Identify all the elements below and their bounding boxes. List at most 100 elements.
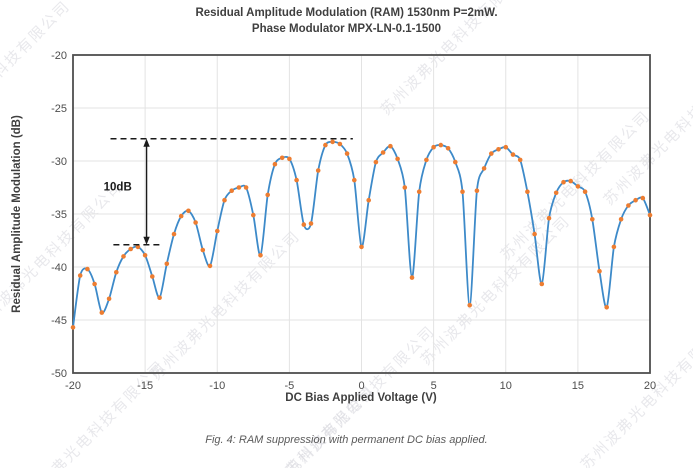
data-point-marker xyxy=(337,141,343,147)
data-point-marker xyxy=(308,221,314,226)
data-point-marker xyxy=(647,212,653,218)
x-tick-label: 0 xyxy=(358,380,364,392)
data-point-marker xyxy=(611,244,617,250)
data-point-marker xyxy=(164,261,170,267)
data-point-marker xyxy=(142,253,148,258)
data-point-marker xyxy=(525,189,530,194)
y-tick-label: -40 xyxy=(51,262,67,274)
data-point-marker xyxy=(70,325,76,330)
data-point-marker xyxy=(416,189,422,194)
data-point-marker xyxy=(92,281,97,287)
data-point-marker xyxy=(106,296,112,302)
data-point-marker xyxy=(243,185,249,190)
data-point-marker xyxy=(258,253,263,258)
data-point-marker xyxy=(532,231,537,237)
data-point-marker xyxy=(366,197,372,203)
chart-title-line1: Residual Amplitude Modulation (RAM) 1530… xyxy=(195,7,498,19)
data-point-marker xyxy=(373,159,379,165)
x-tick-label: -10 xyxy=(209,380,225,392)
data-point-marker xyxy=(178,213,184,219)
data-point-marker xyxy=(135,244,141,250)
data-point-marker xyxy=(633,197,638,203)
x-tick-label: -20 xyxy=(65,380,81,392)
data-point-marker xyxy=(200,247,206,253)
data-point-marker xyxy=(402,185,408,190)
data-point-marker xyxy=(618,217,624,222)
data-point-marker xyxy=(453,159,458,165)
data-point-marker xyxy=(272,161,278,167)
data-point-marker xyxy=(597,268,602,274)
data-point-marker xyxy=(323,142,328,148)
data-point-marker xyxy=(315,168,321,173)
figure-caption: Fig. 4: RAM suppression with permanent D… xyxy=(205,434,488,446)
data-point-marker xyxy=(229,188,234,193)
data-point-marker xyxy=(77,273,83,278)
data-point-marker xyxy=(236,185,242,190)
data-point-marker xyxy=(193,220,198,225)
data-point-marker xyxy=(467,302,473,308)
data-point-marker xyxy=(539,281,545,287)
data-point-marker xyxy=(207,263,213,269)
x-tick-label: 10 xyxy=(500,380,512,392)
data-point-marker xyxy=(590,217,595,222)
x-axis-label: DC Bias Applied Voltage (V) xyxy=(285,392,437,404)
data-point-marker xyxy=(121,254,126,259)
data-point-marker xyxy=(409,275,415,280)
x-tick-label: -5 xyxy=(284,380,294,392)
data-point-marker xyxy=(575,184,581,189)
data-point-marker xyxy=(388,143,393,149)
data-point-marker xyxy=(561,179,566,185)
data-point-marker xyxy=(128,246,133,252)
data-point-marker xyxy=(344,151,350,156)
data-point-marker xyxy=(301,222,307,227)
data-point-marker xyxy=(640,195,646,201)
data-point-marker xyxy=(604,305,609,310)
data-point-marker xyxy=(265,192,271,198)
data-point-marker xyxy=(186,208,191,214)
data-point-marker xyxy=(279,155,285,161)
data-point-marker xyxy=(251,212,256,218)
y-tick-label: -20 xyxy=(51,50,67,62)
data-point-marker xyxy=(424,157,429,163)
data-point-marker xyxy=(395,156,400,162)
chart-title: Residual Amplitude Modulation (RAM) 1530… xyxy=(0,5,693,37)
data-point-marker xyxy=(294,177,299,183)
arrowhead-up-icon xyxy=(143,138,150,147)
data-point-marker xyxy=(489,151,494,156)
x-tick-label: 5 xyxy=(431,380,437,392)
data-point-marker xyxy=(352,177,357,183)
y-tick-label: -50 xyxy=(51,368,67,380)
data-point-marker xyxy=(157,295,162,301)
data-point-marker xyxy=(380,150,386,155)
x-tick-label: -15 xyxy=(137,380,153,392)
data-point-marker xyxy=(582,189,588,194)
data-point-marker xyxy=(359,244,364,250)
data-point-marker xyxy=(99,310,105,315)
ten-db-annotation-label: 10dB xyxy=(104,181,132,193)
chart-title-line2: Phase Modulator MPX-LN-0.1-1500 xyxy=(251,23,442,35)
data-point-marker xyxy=(481,166,487,171)
y-axis-label: Residual Amplitude Modulation (dB) xyxy=(11,115,23,313)
data-point-marker xyxy=(460,189,465,194)
data-point-marker xyxy=(431,144,436,150)
data-point-marker xyxy=(496,147,501,152)
data-point-marker xyxy=(150,274,155,279)
data-point-marker xyxy=(85,266,90,272)
data-point-marker xyxy=(474,188,480,193)
data-point-marker xyxy=(553,190,559,196)
data-point-marker xyxy=(503,144,509,150)
y-tick-label: -30 xyxy=(51,156,67,168)
data-point-marker xyxy=(438,142,444,148)
data-point-marker xyxy=(517,157,523,163)
data-point-marker xyxy=(114,270,119,275)
data-point-marker xyxy=(330,139,335,145)
data-point-marker xyxy=(546,215,552,221)
y-tick-label: -35 xyxy=(51,209,67,221)
data-point-marker xyxy=(510,152,516,157)
data-point-marker xyxy=(445,146,451,151)
data-point-marker xyxy=(171,231,177,237)
x-tick-label: 20 xyxy=(644,380,656,392)
data-point-marker xyxy=(215,228,220,234)
